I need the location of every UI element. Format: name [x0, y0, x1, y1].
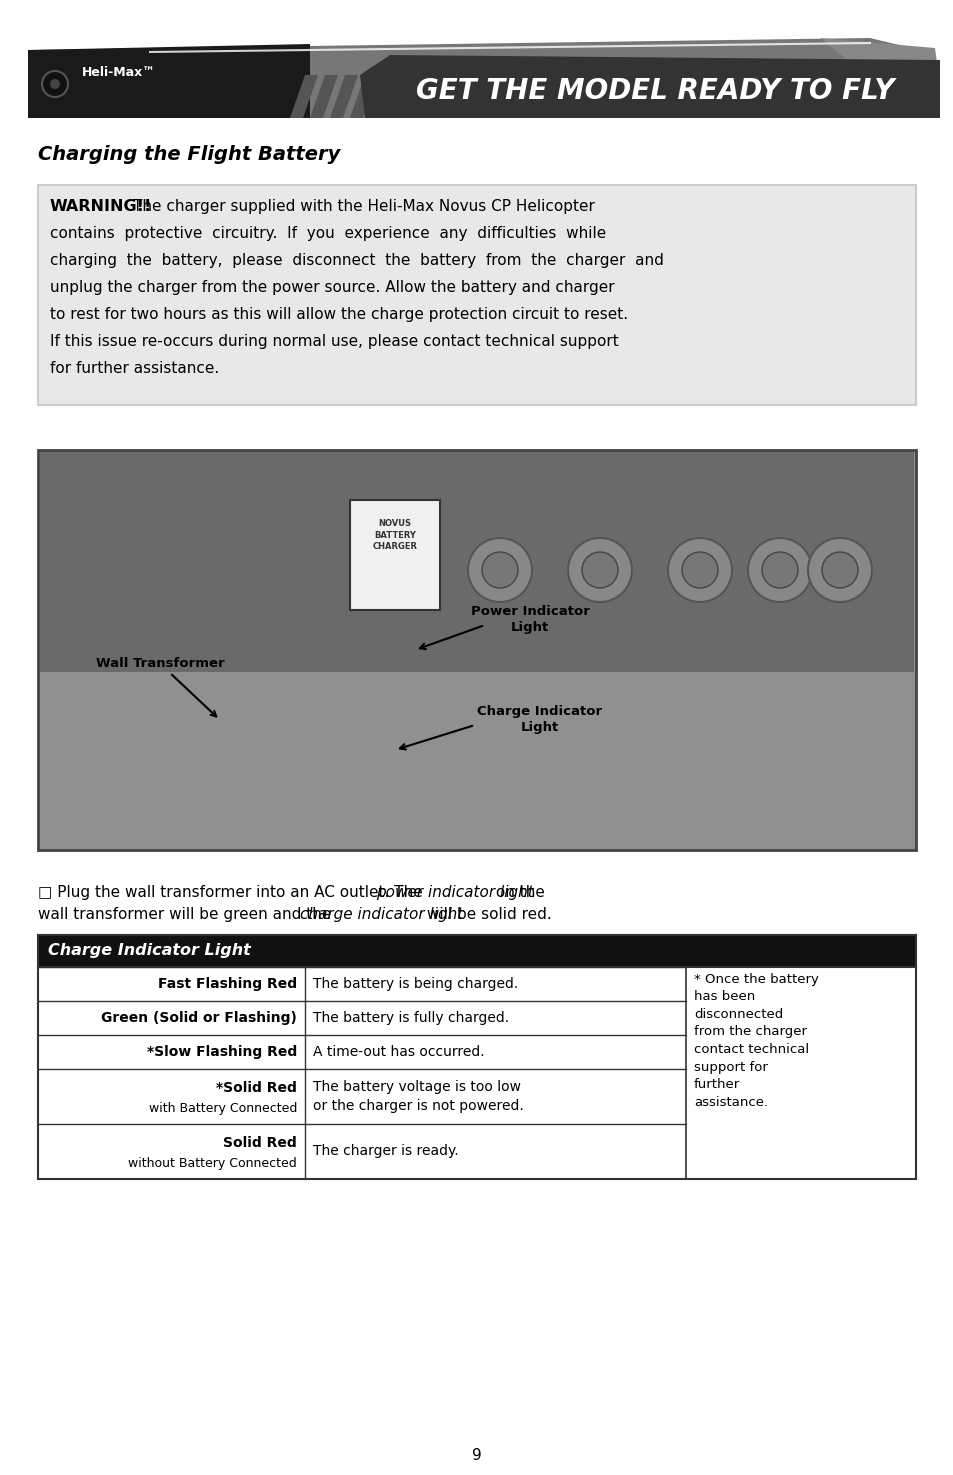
Circle shape — [807, 538, 871, 602]
Text: WARNING!!: WARNING!! — [50, 199, 152, 214]
Polygon shape — [28, 44, 310, 118]
Text: 9: 9 — [472, 1447, 481, 1463]
Text: The battery is fully charged.: The battery is fully charged. — [313, 1010, 509, 1025]
Bar — [38, 935, 915, 1179]
Polygon shape — [310, 75, 337, 118]
Polygon shape — [330, 75, 357, 118]
Text: If this issue re-occurs during normal use, please contact technical support: If this issue re-occurs during normal us… — [50, 333, 618, 350]
Text: The charger is ready.: The charger is ready. — [313, 1145, 458, 1158]
Text: Charge Indicator
Light: Charge Indicator Light — [476, 705, 602, 735]
Text: Green (Solid or Flashing): Green (Solid or Flashing) — [101, 1010, 296, 1025]
Circle shape — [747, 538, 811, 602]
Bar — [38, 450, 915, 850]
Circle shape — [481, 552, 517, 589]
Text: Heli-Max™: Heli-Max™ — [82, 65, 155, 78]
Text: will be solid red.: will be solid red. — [421, 907, 551, 922]
Text: NOVUS
BATTERY
CHARGER: NOVUS BATTERY CHARGER — [372, 519, 417, 550]
Text: GET THE MODEL READY TO FLY: GET THE MODEL READY TO FLY — [416, 77, 893, 105]
Text: *Slow Flashing Red: *Slow Flashing Red — [147, 1044, 296, 1059]
Text: Solid Red: Solid Red — [223, 1136, 296, 1150]
Text: Charge Indicator Light: Charge Indicator Light — [48, 944, 251, 959]
Circle shape — [581, 552, 618, 589]
Text: wall transformer will be green and the: wall transformer will be green and the — [38, 907, 335, 922]
Polygon shape — [290, 75, 317, 118]
Text: □ Plug the wall transformer into an AC outlet. The: □ Plug the wall transformer into an AC o… — [38, 885, 427, 900]
Text: unplug the charger from the power source. Allow the battery and charger: unplug the charger from the power source… — [50, 280, 614, 295]
Polygon shape — [350, 75, 377, 118]
Bar — [38, 968, 915, 1179]
Text: charging  the  battery,  please  disconnect  the  battery  from  the  charger  a: charging the battery, please disconnect … — [50, 254, 663, 268]
Text: Power Indicator
Light: Power Indicator Light — [470, 605, 589, 634]
Text: Fast Flashing Red: Fast Flashing Red — [157, 976, 296, 991]
Text: A time-out has occurred.: A time-out has occurred. — [313, 1044, 484, 1059]
Polygon shape — [359, 55, 939, 118]
Text: Wall Transformer: Wall Transformer — [95, 656, 224, 717]
Circle shape — [468, 538, 532, 602]
Circle shape — [667, 538, 731, 602]
Polygon shape — [820, 38, 939, 118]
Bar — [40, 451, 913, 673]
Text: with Battery Connected: with Battery Connected — [149, 1102, 296, 1115]
Text: * Once the battery
has been
disconnected
from the charger
contact technical
supp: * Once the battery has been disconnected… — [693, 974, 818, 1109]
Polygon shape — [28, 38, 919, 118]
Text: The battery is being charged.: The battery is being charged. — [313, 976, 517, 991]
Bar — [38, 184, 915, 406]
Text: without Battery Connected: without Battery Connected — [128, 1156, 296, 1170]
Text: contains  protective  circuitry.  If  you  experience  any  difficulties  while: contains protective circuitry. If you ex… — [50, 226, 605, 240]
Bar — [350, 500, 439, 611]
Circle shape — [761, 552, 797, 589]
Text: on the: on the — [491, 885, 544, 900]
Text: or the charger is not powered.: or the charger is not powered. — [313, 1099, 523, 1114]
Circle shape — [821, 552, 857, 589]
Text: power indicator light: power indicator light — [375, 885, 533, 900]
Text: The charger supplied with the Heli-Max Novus CP Helicopter: The charger supplied with the Heli-Max N… — [132, 199, 595, 214]
Circle shape — [567, 538, 631, 602]
Circle shape — [50, 80, 60, 88]
Circle shape — [42, 71, 68, 97]
Text: for further assistance.: for further assistance. — [50, 361, 219, 376]
Bar — [38, 935, 915, 968]
Circle shape — [681, 552, 718, 589]
Text: to rest for two hours as this will allow the charge protection circuit to reset.: to rest for two hours as this will allow… — [50, 307, 627, 322]
Text: Charging the Flight Battery: Charging the Flight Battery — [38, 145, 340, 164]
Text: The battery voltage is too low: The battery voltage is too low — [313, 1080, 520, 1093]
Polygon shape — [370, 75, 397, 118]
Text: *Solid Red: *Solid Red — [216, 1081, 296, 1096]
Text: charge indicator light: charge indicator light — [299, 907, 463, 922]
